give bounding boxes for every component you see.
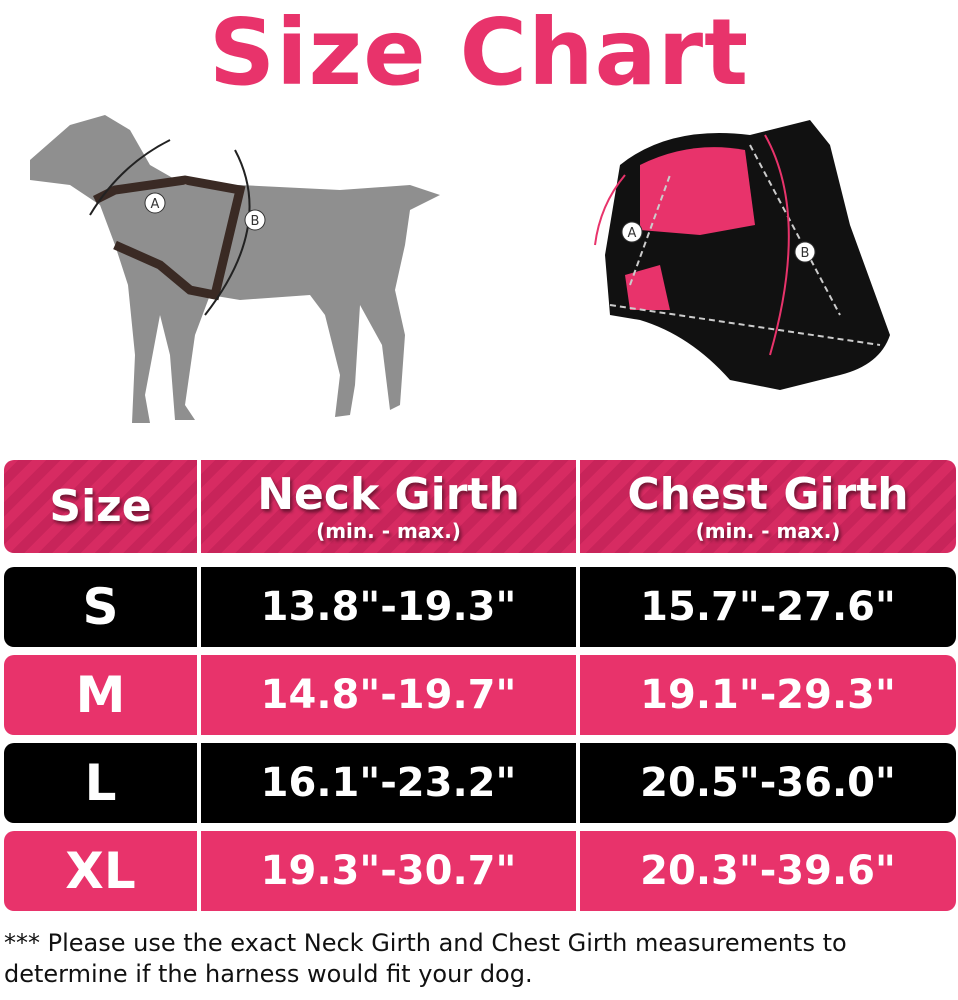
label-a: A <box>151 197 160 212</box>
header-chest-sub: (min. - max.) <box>695 518 841 543</box>
measure-arrow-a <box>89 139 171 216</box>
harness-strap-neck <box>92 175 246 301</box>
table-row: M 14.8"-19.7" 19.1"-29.3" <box>4 655 956 735</box>
harness-label-a: A <box>628 226 637 241</box>
header-neck-sub: (min. - max.) <box>316 518 461 543</box>
size-cell: L <box>4 743 197 823</box>
label-b: B <box>251 214 260 229</box>
header-chest: Chest Girth (min. - max.) <box>580 460 956 553</box>
chest-cell: 20.5"-36.0" <box>580 743 956 823</box>
size-cell: S <box>4 567 197 647</box>
header-size: Size <box>4 460 197 553</box>
neck-cell: 14.8"-19.7" <box>201 655 576 735</box>
chest-cell: 19.1"-29.3" <box>580 655 956 735</box>
harness-pink-panel-lower <box>625 265 670 310</box>
header-size-label: Size <box>49 480 152 532</box>
size-cell: XL <box>4 831 197 911</box>
table-row: XL 19.3"-30.7" 20.3"-39.6" <box>4 831 956 911</box>
table-header: Size Neck Girth (min. - max.) Chest Girth… <box>4 460 956 553</box>
chest-cell: 15.7"-27.6" <box>580 567 956 647</box>
size-cell: M <box>4 655 197 735</box>
header-neck-label: Neck Girth <box>257 468 520 520</box>
harness-label-b: B <box>801 246 810 261</box>
harness-product-illustration: A B <box>594 120 890 390</box>
footnote: *** Please use the exact Neck Girth and … <box>4 929 847 988</box>
dog-measurement-illustration: A B <box>30 115 440 423</box>
neck-cell: 19.3"-30.7" <box>201 831 576 911</box>
page-title: Size Chart <box>208 0 750 106</box>
neck-cell: 16.1"-23.2" <box>201 743 576 823</box>
neck-cell: 13.8"-19.3" <box>201 567 576 647</box>
table-row: L 16.1"-23.2" 20.5"-36.0" <box>4 743 956 823</box>
harness-pink-panel <box>640 147 755 235</box>
header-chest-label: Chest Girth <box>627 468 909 520</box>
measure-arrow-b <box>204 149 251 316</box>
chest-cell: 20.3"-39.6" <box>580 831 956 911</box>
harness-body <box>605 120 890 390</box>
table-row: S 13.8"-19.3" 15.7"-27.6" <box>4 567 956 647</box>
header-neck: Neck Girth (min. - max.) <box>201 460 576 553</box>
